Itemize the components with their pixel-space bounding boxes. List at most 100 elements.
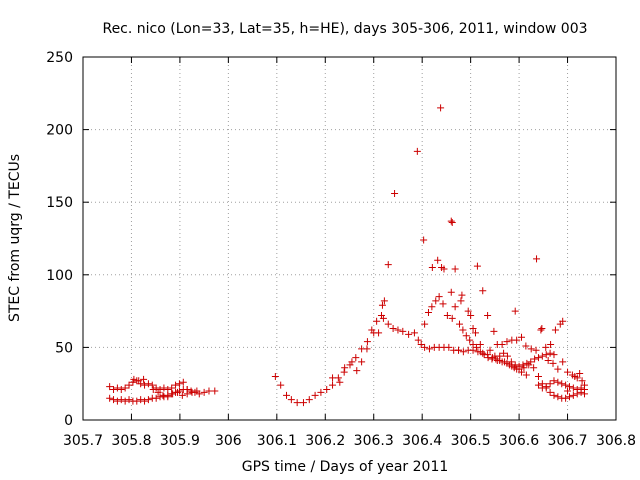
data-point xyxy=(373,317,381,325)
data-points xyxy=(106,104,589,407)
data-point xyxy=(496,356,504,364)
data-point xyxy=(141,397,149,405)
data-point xyxy=(287,396,295,404)
data-point xyxy=(546,380,554,388)
data-point xyxy=(559,317,567,325)
data-point xyxy=(152,394,160,402)
data-point xyxy=(283,391,291,399)
data-point xyxy=(113,384,121,392)
data-point xyxy=(211,387,219,395)
data-point xyxy=(576,370,584,378)
data-point xyxy=(558,380,566,388)
data-point xyxy=(492,355,500,363)
data-point xyxy=(550,391,558,399)
data-point xyxy=(447,288,455,296)
data-point xyxy=(410,329,418,337)
data-point xyxy=(546,388,554,396)
x-tick-label: 306.4 xyxy=(402,433,442,449)
data-point xyxy=(550,377,558,385)
data-point xyxy=(110,386,118,394)
data-point xyxy=(551,326,559,334)
data-point xyxy=(554,378,562,386)
data-point xyxy=(121,397,129,405)
data-point xyxy=(447,217,455,225)
data-point xyxy=(464,307,472,315)
data-point xyxy=(445,343,453,351)
data-point xyxy=(148,381,156,389)
data-point xyxy=(172,381,180,389)
data-point xyxy=(341,364,349,372)
data-point xyxy=(479,287,487,295)
x-tick-label: 305.7 xyxy=(63,433,103,449)
data-point xyxy=(106,383,114,391)
data-point xyxy=(193,387,201,395)
data-point xyxy=(459,348,467,356)
data-point xyxy=(133,397,141,405)
x-tick-label: 306.1 xyxy=(257,433,297,449)
y-tick-label: 0 xyxy=(64,413,73,429)
data-point xyxy=(144,396,152,404)
data-point xyxy=(141,381,149,389)
data-point xyxy=(491,352,499,360)
data-point xyxy=(581,390,589,398)
data-point xyxy=(437,104,445,112)
data-point xyxy=(428,303,436,311)
grid-lines xyxy=(83,57,616,420)
data-point xyxy=(534,372,542,380)
data-point xyxy=(414,336,422,344)
data-point xyxy=(565,393,573,401)
data-point xyxy=(443,311,451,319)
data-point xyxy=(534,354,542,362)
data-point xyxy=(569,391,577,399)
data-point xyxy=(353,367,361,375)
data-point xyxy=(135,377,143,385)
y-axis-label: STEC from uqrg / TECUs xyxy=(7,154,23,322)
plot-frame xyxy=(82,56,617,421)
data-point xyxy=(154,388,162,396)
data-point xyxy=(425,345,433,353)
data-point xyxy=(510,364,518,372)
data-point xyxy=(379,314,387,322)
data-point xyxy=(358,358,366,366)
data-point xyxy=(550,351,558,359)
data-point xyxy=(130,375,138,383)
data-point xyxy=(125,396,133,404)
data-point xyxy=(113,397,121,405)
data-point xyxy=(538,325,546,333)
data-point xyxy=(140,375,148,383)
data-point xyxy=(542,351,550,359)
data-point xyxy=(484,311,492,319)
x-tick-label: 306 xyxy=(215,433,242,449)
x-tick-label: 306.6 xyxy=(499,433,539,449)
data-point xyxy=(311,391,319,399)
data-point xyxy=(348,358,356,366)
data-point xyxy=(533,255,541,263)
x-tick-label: 305.8 xyxy=(111,433,151,449)
data-point xyxy=(472,343,480,351)
data-point xyxy=(378,301,386,309)
data-point xyxy=(531,355,539,363)
data-point xyxy=(546,349,554,357)
y-tick-label: 150 xyxy=(46,195,73,211)
data-point xyxy=(175,380,183,388)
data-point xyxy=(159,391,167,399)
x-tick-label: 306.3 xyxy=(354,433,394,449)
data-point xyxy=(547,340,555,348)
data-point xyxy=(380,297,388,305)
data-point xyxy=(467,311,475,319)
data-point xyxy=(476,348,484,356)
data-point xyxy=(317,388,325,396)
data-point xyxy=(471,329,479,337)
data-point xyxy=(413,147,421,155)
data-point xyxy=(164,393,172,401)
data-point xyxy=(530,364,538,372)
data-point xyxy=(420,236,428,244)
data-point xyxy=(363,345,371,353)
x-tick-label: 306.8 xyxy=(596,433,636,449)
data-point xyxy=(435,293,443,301)
data-point xyxy=(417,340,425,348)
data-point xyxy=(518,333,526,341)
data-point xyxy=(469,340,477,348)
data-point xyxy=(549,359,557,367)
data-point xyxy=(399,327,407,335)
